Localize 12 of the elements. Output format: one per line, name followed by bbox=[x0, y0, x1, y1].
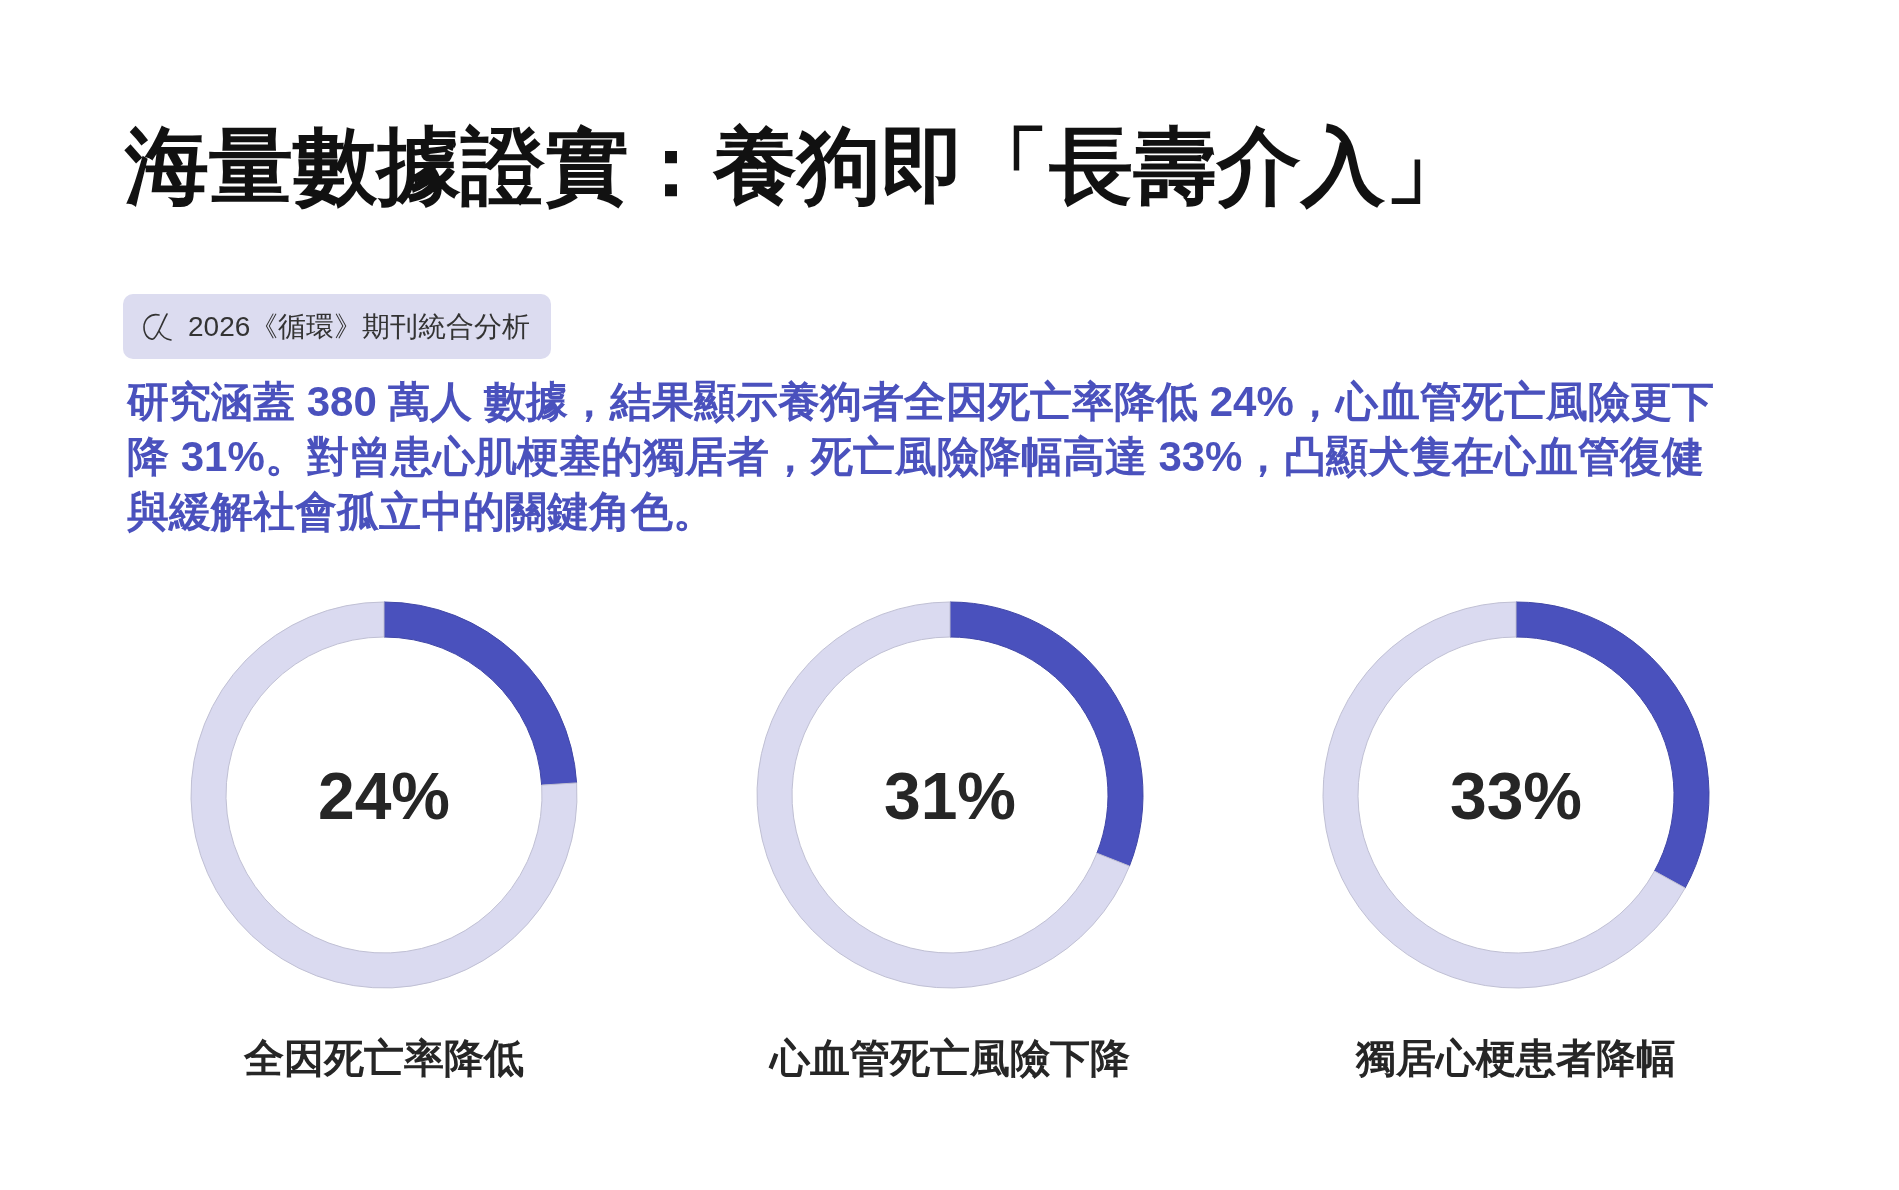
text: 24% bbox=[317, 759, 451, 833]
text: 31% bbox=[883, 759, 1017, 833]
text: 海量數據證實：養狗即「長壽介入」 bbox=[125, 118, 1469, 215]
donut-slice bbox=[190, 601, 578, 989]
text: 2026《循環》期刊統合分析 bbox=[188, 309, 531, 344]
text: 全因死亡率降低 bbox=[243, 1036, 524, 1080]
donut-slice bbox=[756, 601, 1130, 989]
donut-slice bbox=[1322, 601, 1686, 989]
text: 心血管死亡風險下降 bbox=[768, 1036, 1130, 1080]
text: 研究涵蓋 380 萬人 數據，結果顯示養狗者全因死亡率降低 24%，心血管死亡風險更下降 31%。對曾患心肌梗塞的獨居者，死亡風險降幅高達 33%，凸顯犬隻在心血管復健與緩解社會孤立中的關鍵角色。 bbox=[127, 377, 1715, 537]
text: 獨居心梗患者降幅 bbox=[1355, 1036, 1676, 1080]
text: 33% bbox=[1449, 759, 1583, 833]
